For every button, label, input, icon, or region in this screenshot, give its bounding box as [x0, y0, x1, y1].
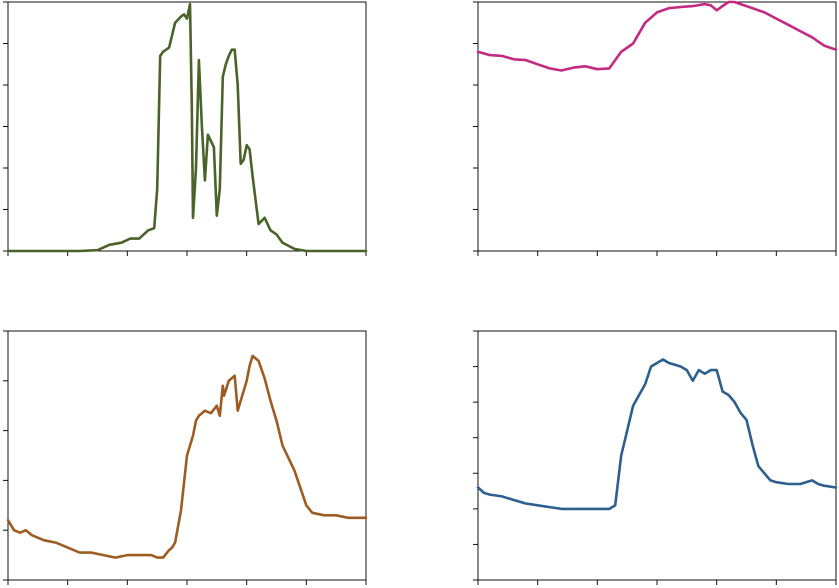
chart-panel-magenta: [473, 0, 838, 256]
plot-frame-magenta: [477, 1, 837, 252]
series-line-green: [6, 2, 368, 253]
series-line-blue: [476, 358, 838, 511]
series-line-brown: [6, 354, 368, 559]
chart-panel-green: [3, 1, 368, 256]
series-line-magenta: [476, 0, 838, 72]
chart-panel-brown: [3, 330, 368, 585]
chart-panel-blue: [473, 330, 838, 585]
plot-frame-green: [7, 1, 367, 252]
plot-frame-blue: [477, 330, 837, 581]
